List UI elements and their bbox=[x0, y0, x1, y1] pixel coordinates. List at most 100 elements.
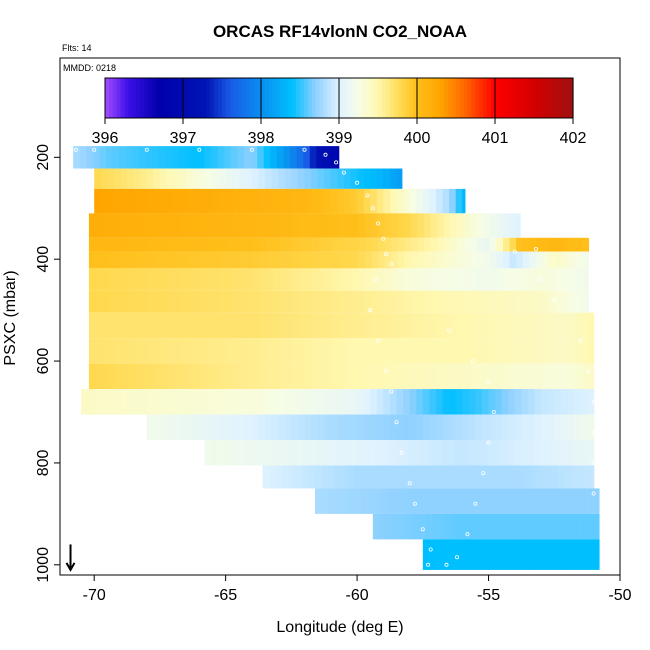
heatmap-cell bbox=[350, 188, 358, 214]
heatmap-cell bbox=[161, 338, 169, 364]
heatmap-cell bbox=[205, 389, 214, 415]
heatmap-cell bbox=[351, 290, 359, 313]
heatmap-cell bbox=[537, 513, 545, 540]
heatmap-cell bbox=[397, 338, 406, 364]
heatmap-cell bbox=[404, 338, 412, 364]
heatmap-cell bbox=[568, 251, 576, 269]
heatmap-cell bbox=[597, 488, 600, 514]
heatmap-cell bbox=[371, 237, 379, 252]
heatmap-cell bbox=[397, 290, 406, 313]
colorbar-segment bbox=[222, 78, 227, 118]
colorbar-tick-label: 397 bbox=[170, 130, 197, 147]
heatmap-cell bbox=[371, 213, 379, 238]
heatmap-cell bbox=[351, 237, 359, 252]
heatmap-cell bbox=[476, 312, 484, 339]
heatmap-cell bbox=[154, 363, 162, 390]
heatmap-cell bbox=[463, 213, 471, 238]
heatmap-cell bbox=[102, 213, 110, 238]
heatmap-cell bbox=[410, 251, 419, 269]
heatmap-cell bbox=[391, 290, 399, 313]
heatmap-cell bbox=[364, 290, 373, 313]
heatmap-cell bbox=[550, 513, 558, 540]
heatmap-cell bbox=[499, 465, 507, 489]
heatmap-cell bbox=[496, 237, 504, 252]
colorbar-segment bbox=[436, 78, 441, 118]
heatmap-cell bbox=[272, 268, 281, 291]
heatmap-cell bbox=[358, 312, 366, 339]
heatmap-cell bbox=[410, 363, 419, 390]
heatmap-cell bbox=[200, 338, 208, 364]
heatmap-cell bbox=[204, 146, 212, 169]
heatmap-cell bbox=[562, 312, 570, 339]
heatmap-cell bbox=[232, 389, 240, 415]
heatmap-cell bbox=[194, 237, 202, 252]
heatmap-cell bbox=[332, 268, 340, 291]
heatmap-cell bbox=[338, 290, 346, 313]
heatmap-cell bbox=[148, 338, 156, 364]
heatmap-cell bbox=[266, 290, 274, 313]
heatmap-cell bbox=[161, 237, 169, 252]
heatmap-cell bbox=[108, 237, 116, 252]
heatmap-cell bbox=[337, 188, 345, 214]
heatmap-cell bbox=[158, 146, 166, 169]
heatmap-cell bbox=[292, 237, 300, 252]
heatmap-cell bbox=[533, 440, 541, 466]
heatmap-cell bbox=[200, 290, 208, 313]
heatmap-cell bbox=[541, 389, 549, 415]
track-point bbox=[491, 409, 496, 414]
heatmap-cell bbox=[318, 251, 327, 269]
colorbar-segment bbox=[506, 78, 512, 118]
heatmap-cell bbox=[324, 389, 332, 415]
heatmap-cell bbox=[480, 440, 488, 466]
heatmap-cell bbox=[179, 389, 187, 415]
track-point bbox=[394, 420, 399, 425]
heatmap-cell bbox=[538, 488, 546, 514]
colorbar-segment bbox=[565, 78, 570, 118]
heatmap-cell bbox=[269, 465, 277, 489]
heatmap-cell bbox=[587, 389, 595, 415]
heatmap-cell bbox=[132, 146, 140, 169]
heatmap-cell bbox=[518, 488, 526, 514]
heatmap-cell bbox=[246, 251, 254, 269]
heatmap-cell bbox=[258, 414, 266, 441]
heatmap-cell bbox=[424, 338, 432, 364]
heatmap-cell bbox=[232, 188, 240, 214]
heatmap-cell bbox=[389, 168, 398, 189]
heatmap-cell bbox=[167, 251, 175, 269]
heatmap-cell bbox=[318, 268, 327, 291]
heatmap-cell bbox=[568, 312, 576, 339]
heatmap-cell bbox=[278, 168, 286, 189]
heatmap-cell bbox=[134, 338, 143, 364]
heatmap-cell bbox=[251, 389, 260, 415]
heatmap-cell bbox=[108, 312, 116, 339]
heatmap-cell bbox=[115, 290, 123, 313]
colorbar-segment bbox=[147, 78, 153, 118]
heatmap-cell bbox=[410, 213, 419, 238]
heatmap-cell bbox=[283, 146, 291, 169]
heatmap-cell bbox=[100, 168, 108, 189]
heatmap-cell bbox=[455, 539, 463, 570]
heatmap-cell bbox=[345, 213, 353, 238]
heatmap-cell bbox=[173, 389, 181, 415]
heatmap-cell bbox=[475, 539, 483, 570]
heatmap-cell bbox=[371, 312, 379, 339]
heatmap-cell bbox=[570, 513, 578, 540]
heatmap-cell bbox=[174, 363, 182, 390]
heatmap-cell bbox=[534, 414, 542, 441]
heatmap-cell bbox=[535, 338, 544, 364]
heatmap-cell bbox=[325, 213, 333, 238]
heatmap-cell bbox=[275, 465, 283, 489]
heatmap-cell bbox=[279, 338, 287, 364]
heatmap-cell bbox=[263, 440, 271, 466]
heatmap-cell bbox=[232, 168, 240, 189]
colorbar-segment bbox=[179, 78, 184, 118]
heatmap-cell bbox=[516, 338, 524, 364]
heatmap-cell bbox=[272, 251, 281, 269]
heatmap-cell bbox=[470, 213, 478, 238]
heatmap-cell bbox=[237, 440, 245, 466]
heatmap-cell bbox=[134, 251, 143, 269]
heatmap-cell bbox=[404, 268, 412, 291]
heatmap-cell bbox=[351, 338, 359, 364]
heatmap-cell bbox=[173, 414, 181, 441]
colorbar-segment bbox=[358, 78, 363, 118]
